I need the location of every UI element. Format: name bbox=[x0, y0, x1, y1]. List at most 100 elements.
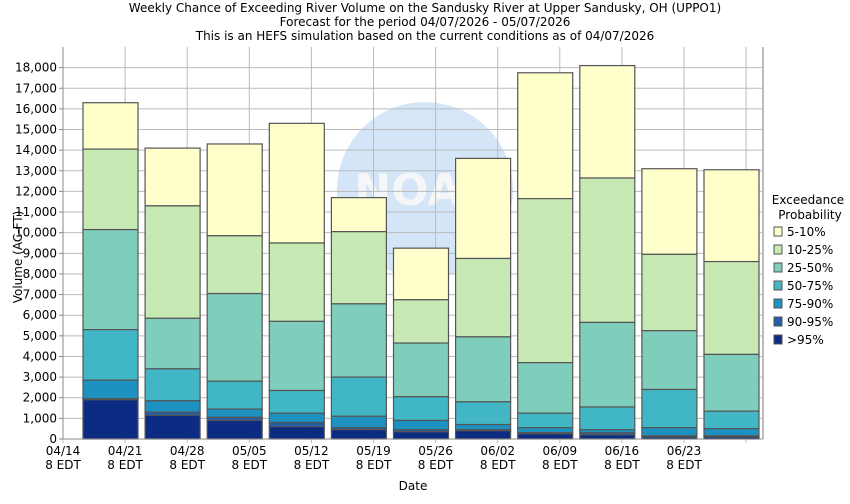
bar-segment-510-3 bbox=[268, 122, 325, 244]
y-tick-label: 16,000 bbox=[15, 102, 57, 116]
x-tick-sublabel: 8 EDT bbox=[542, 458, 578, 472]
y-axis-label: Volume (AC-FT) bbox=[11, 211, 25, 304]
x-tick-label: 05/26 bbox=[418, 444, 453, 458]
bar-segment-5075-10 bbox=[703, 410, 760, 430]
bar-segment-1025-5 bbox=[392, 299, 450, 344]
bar-segment-9095-3 bbox=[268, 421, 325, 428]
legend-label: 75-90% bbox=[787, 297, 833, 311]
bar-segment-1025-4 bbox=[330, 231, 387, 305]
bar-segment-7590-7 bbox=[517, 427, 574, 434]
bar-segment-510-2 bbox=[206, 143, 263, 237]
x-tick-label: 04/21 bbox=[108, 444, 143, 458]
x-tick-label: 06/16 bbox=[605, 444, 640, 458]
x-tick-sublabel: 8 EDT bbox=[294, 458, 330, 472]
legend-swatch bbox=[773, 244, 783, 255]
bar-segment-95-8 bbox=[579, 434, 636, 440]
x-tick-label: 06/02 bbox=[480, 444, 515, 458]
x-tick-sublabel: 8 EDT bbox=[666, 458, 702, 472]
y-tick-label: 3,000 bbox=[23, 370, 57, 384]
legend-label: 10-25% bbox=[787, 243, 833, 257]
y-tick-label: 18,000 bbox=[15, 61, 57, 75]
chart-subtitle-2: This is an HEFS simulation based on the … bbox=[195, 29, 655, 43]
bar-segment-5075-9 bbox=[641, 388, 698, 429]
bar-segment-95-7 bbox=[517, 433, 574, 440]
x-tick-sublabel: 8 EDT bbox=[480, 458, 516, 472]
bar-segment-2550-3 bbox=[268, 320, 325, 392]
bar-segment-5075-8 bbox=[579, 406, 636, 431]
bar-segment-1025-2 bbox=[206, 235, 263, 295]
bar-segment-7590-2 bbox=[206, 408, 263, 418]
bar-segment-5075-2 bbox=[206, 380, 263, 410]
y-tick-label: 6,000 bbox=[23, 308, 57, 322]
legend-label: 50-75% bbox=[787, 279, 833, 293]
legend-swatch bbox=[773, 226, 783, 237]
bar-segment-1025-8 bbox=[579, 177, 636, 324]
chart-subtitle: Forecast for the period 04/07/2026 - 05/… bbox=[280, 15, 571, 29]
x-tick-sublabel: 8 EDT bbox=[45, 458, 81, 472]
bar-segment-5075-0 bbox=[82, 329, 139, 381]
bar-segment-1025-9 bbox=[641, 253, 698, 332]
bar-segment-5075-3 bbox=[268, 389, 325, 414]
bar-segment-2550-10 bbox=[703, 353, 760, 412]
y-tick-label: 2,000 bbox=[23, 391, 57, 405]
bar-segment-510-8 bbox=[579, 64, 636, 179]
legend-swatch bbox=[773, 262, 783, 273]
bar-segment-2550-4 bbox=[330, 303, 387, 378]
x-tick-label: 04/14 bbox=[46, 444, 81, 458]
bar-segment-2550-9 bbox=[641, 330, 698, 391]
y-tick-label: 15,000 bbox=[15, 123, 57, 137]
bar-segment-510-6 bbox=[455, 157, 512, 260]
x-tick-label: 05/12 bbox=[294, 444, 329, 458]
x-tick-sublabel: 8 EDT bbox=[107, 458, 143, 472]
legend-label: >95% bbox=[787, 333, 824, 347]
bar-segment-7590-3 bbox=[268, 412, 325, 424]
x-axis-label: Date bbox=[399, 479, 428, 493]
bar-segment-95-6 bbox=[455, 430, 512, 440]
bar-segment-2550-8 bbox=[579, 321, 636, 408]
y-tick-label: 12,000 bbox=[15, 184, 57, 198]
bar-segment-95-5 bbox=[392, 431, 450, 440]
bar-segment-5075-6 bbox=[455, 401, 512, 426]
bar-segment-7590-10 bbox=[703, 428, 760, 437]
bar-segment-7590-6 bbox=[455, 423, 512, 431]
bar-segment-7590-1 bbox=[144, 400, 201, 413]
legend-swatch bbox=[773, 280, 783, 291]
y-tick-label: 5,000 bbox=[23, 329, 57, 343]
bar-segment-2550-2 bbox=[206, 292, 263, 382]
bar-segment-2550-6 bbox=[455, 336, 512, 403]
bar-segment-95-2 bbox=[206, 419, 263, 440]
y-tick-label: 13,000 bbox=[15, 164, 57, 178]
y-tick-label: 10,000 bbox=[15, 226, 57, 240]
x-tick-label: 05/05 bbox=[232, 444, 267, 458]
legend-swatch bbox=[773, 298, 783, 309]
bar-segment-5075-7 bbox=[517, 412, 574, 429]
bar-segment-510-0 bbox=[82, 102, 139, 150]
legend-label: 25-50% bbox=[787, 261, 833, 275]
bar-segment-1025-7 bbox=[517, 198, 574, 364]
y-tick-label: 17,000 bbox=[15, 81, 57, 95]
y-tick-label: 14,000 bbox=[15, 143, 57, 157]
y-tick-label: 9,000 bbox=[23, 246, 57, 260]
bar-segment-1025-0 bbox=[82, 148, 139, 231]
bar-segment-7590-0 bbox=[82, 379, 139, 400]
bar-segment-95-0 bbox=[82, 399, 139, 440]
y-tick-label: 11,000 bbox=[15, 205, 57, 219]
bar-segment-1025-6 bbox=[455, 257, 512, 338]
x-tick-sublabel: 8 EDT bbox=[231, 458, 267, 472]
y-tick-label: 1,000 bbox=[23, 411, 57, 425]
bar-segment-5075-1 bbox=[144, 368, 201, 402]
x-tick-sublabel: 8 EDT bbox=[169, 458, 205, 472]
bar-segment-510-9 bbox=[641, 168, 698, 255]
bar-segment-1025-10 bbox=[703, 260, 760, 356]
bar-segment-1025-1 bbox=[144, 205, 201, 319]
y-tick-label: 4,000 bbox=[23, 349, 57, 363]
bar-segment-510-1 bbox=[144, 147, 201, 207]
legend-title-2: Probability bbox=[778, 208, 841, 222]
y-tick-label: 8,000 bbox=[23, 267, 57, 281]
x-tick-sublabel: 8 EDT bbox=[418, 458, 454, 472]
bar-segment-2550-0 bbox=[82, 228, 139, 331]
legend-label: 90-95% bbox=[787, 315, 833, 329]
bar-segment-95-1 bbox=[144, 414, 201, 440]
bar-segment-5075-5 bbox=[392, 396, 450, 422]
